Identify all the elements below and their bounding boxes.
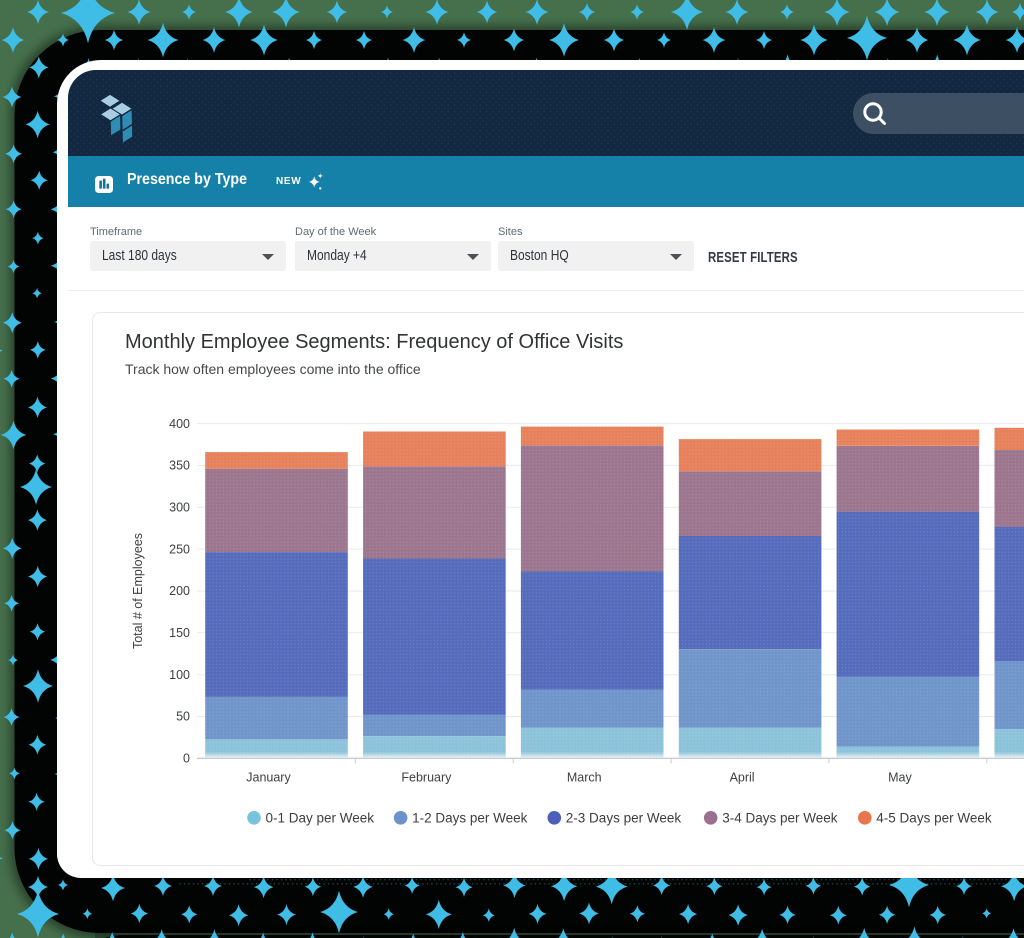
svg-text:1-2 Days per Week: 1-2 Days per Week [412,811,528,826]
svg-text:50: 50 [176,710,190,724]
svg-text:May: May [888,771,912,785]
svg-text:March: March [567,771,602,785]
svg-text:200: 200 [169,584,190,598]
svg-text:Total # of Employees: Total # of Employees [131,533,145,649]
svg-text:3-4 Days per Week: 3-4 Days per Week [722,811,838,826]
svg-text:400: 400 [169,417,190,431]
svg-text:350: 350 [169,459,190,473]
svg-text:100: 100 [169,668,190,682]
svg-text:0: 0 [183,752,190,766]
svg-text:300: 300 [169,501,190,515]
svg-text:4-5 Days per Week: 4-5 Days per Week [876,811,992,826]
svg-text:April: April [730,771,755,785]
svg-text:150: 150 [169,626,190,640]
svg-text:0-1 Day per Week: 0-1 Day per Week [266,811,375,826]
svg-text:January: January [246,771,291,785]
svg-text:2-3 Days per Week: 2-3 Days per Week [566,811,682,826]
svg-text:250: 250 [169,542,190,556]
svg-text:February: February [401,771,452,785]
